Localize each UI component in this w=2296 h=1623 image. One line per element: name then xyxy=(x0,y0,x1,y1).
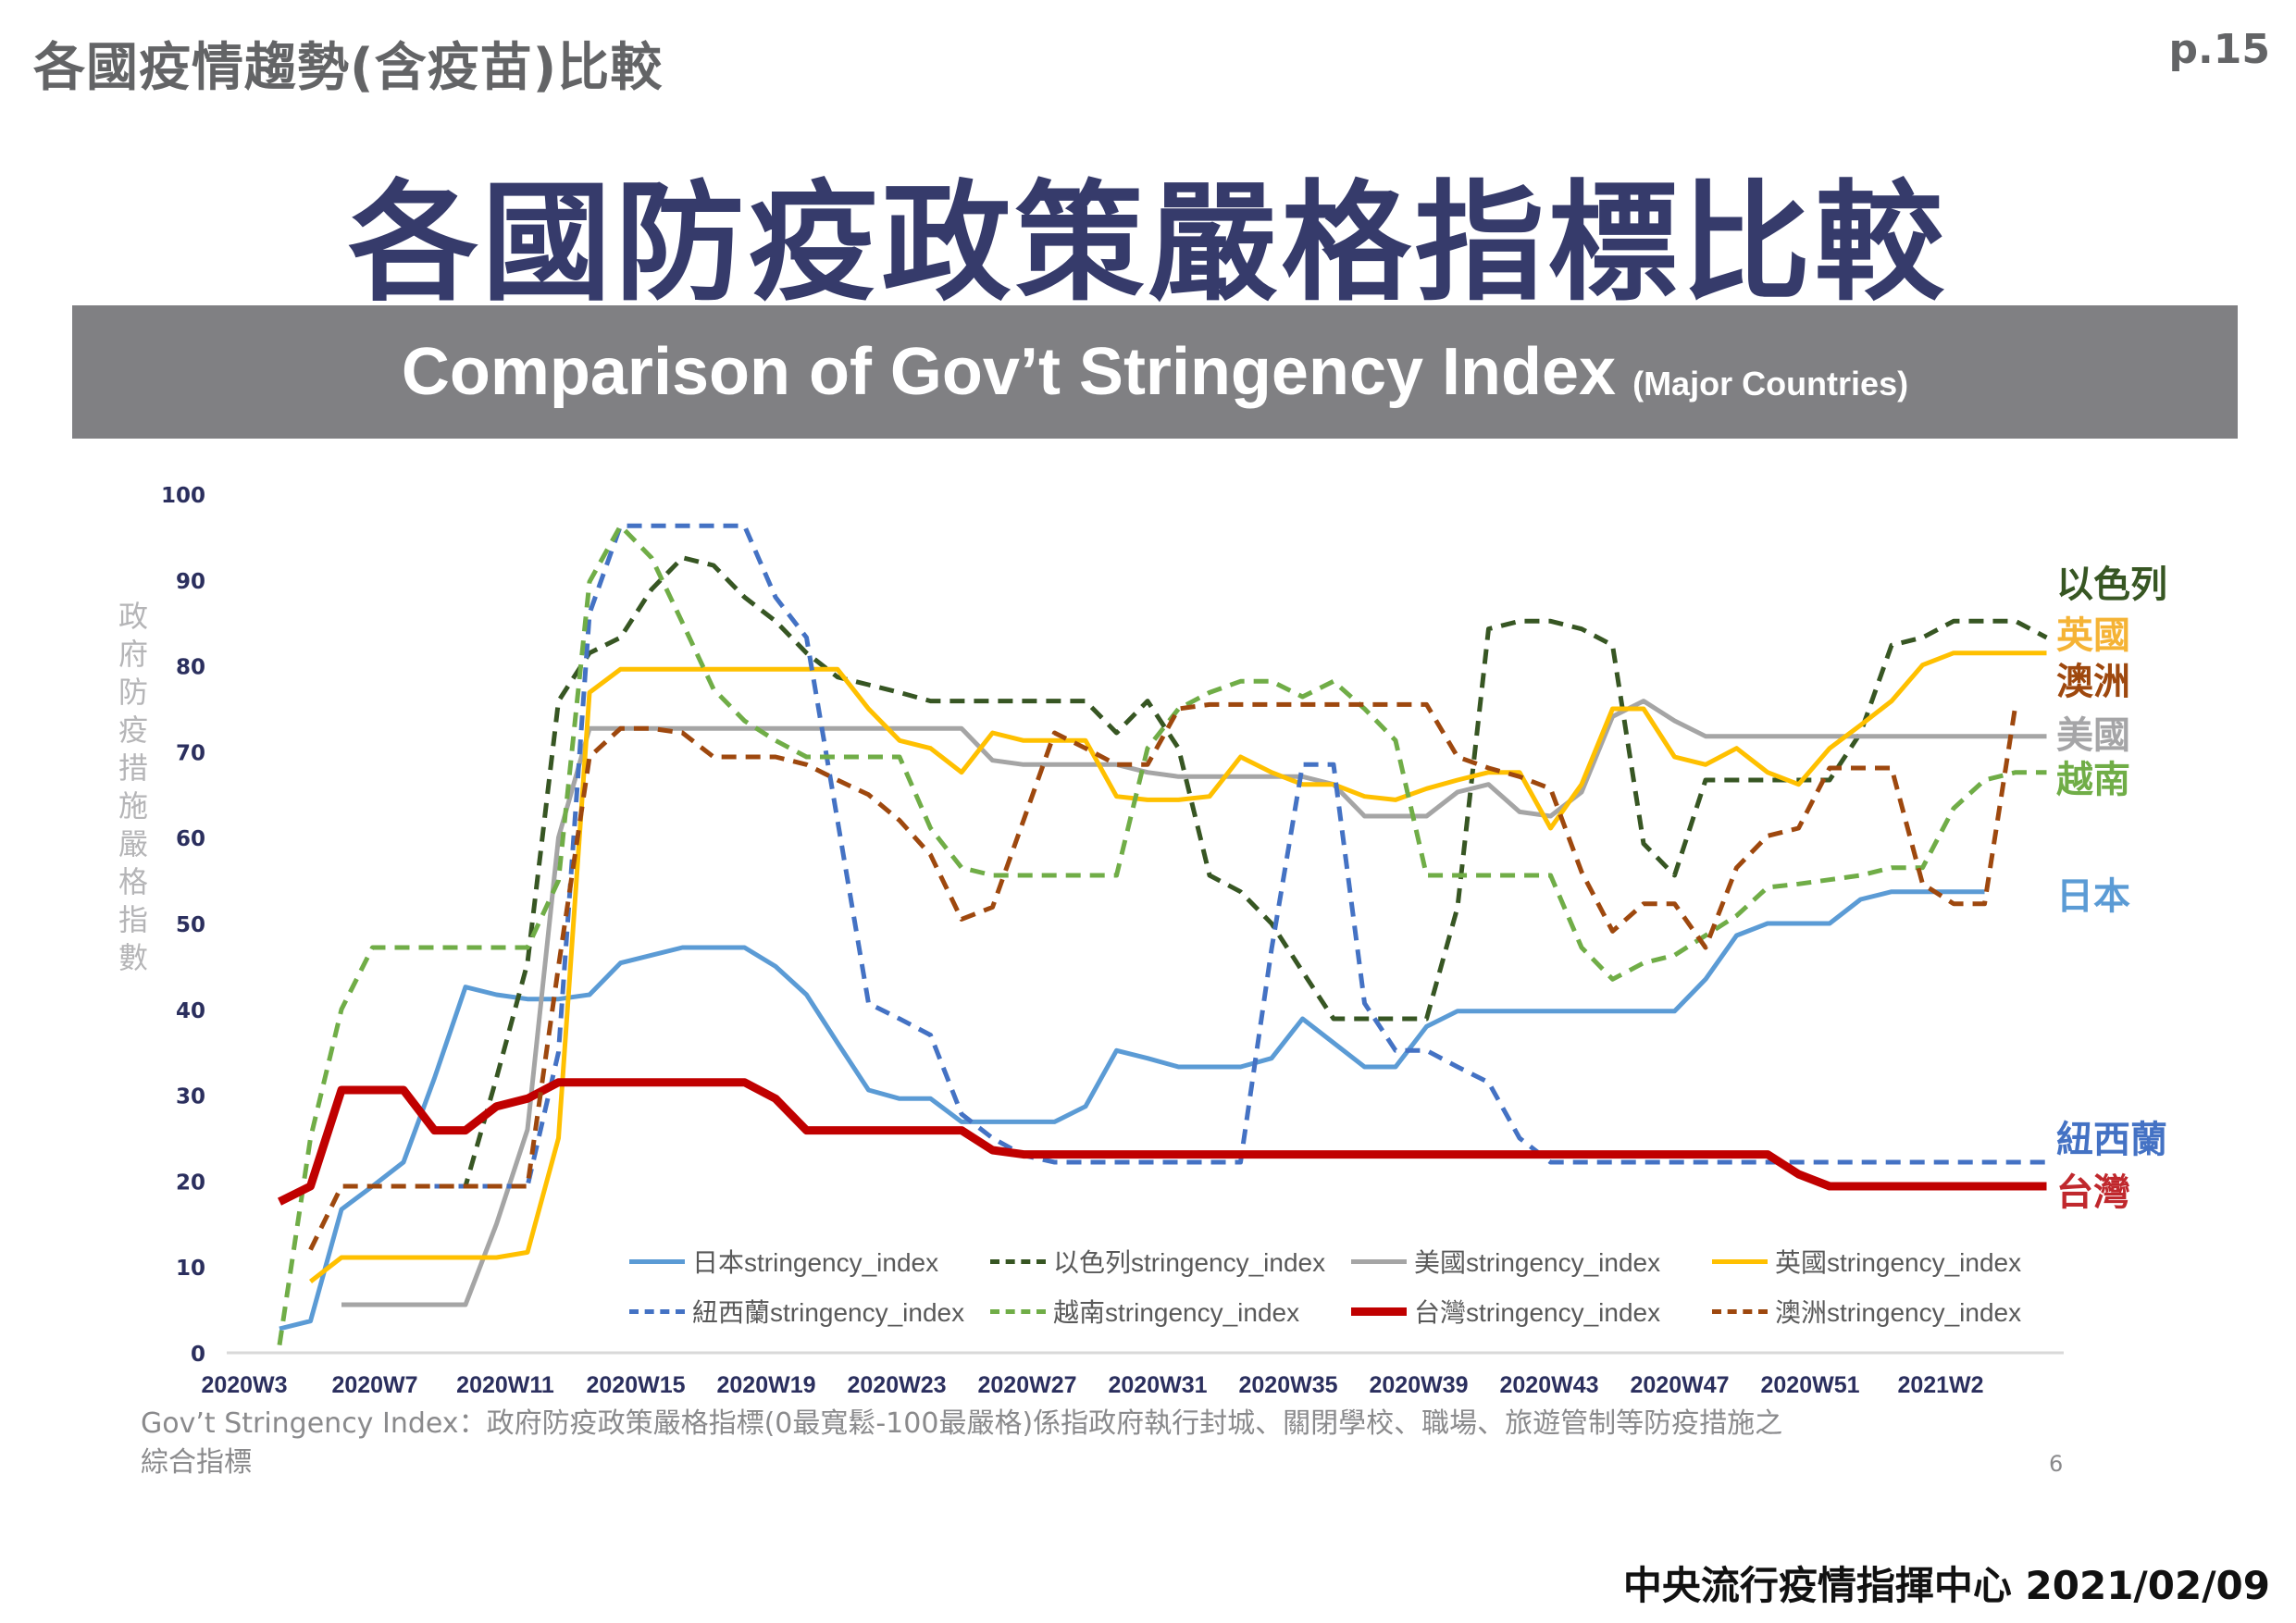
legend-label: 紐西蘭stringency_index xyxy=(692,1298,965,1327)
series-line-以色列 xyxy=(434,555,2048,1189)
x-tick-label: 2020W23 xyxy=(847,1372,946,1398)
country-label: 越南 xyxy=(2056,759,2130,801)
legend-swatch-icon xyxy=(990,1258,1046,1264)
chart-legend: 日本stringency_index 以色列stringency_index 美國s… xyxy=(629,1236,2073,1336)
legend-label: 台灣stringency_index xyxy=(1414,1298,1661,1327)
section-title: 各國疫情趨勢(含疫苗)比較 xyxy=(33,38,664,98)
x-tick-label: 2020W31 xyxy=(1108,1372,1207,1398)
x-tick-label: 2020W47 xyxy=(1630,1372,1729,1398)
legend-swatch-icon xyxy=(1712,1258,1768,1264)
legend-item: 以色列stringency_index xyxy=(990,1243,1351,1280)
series-line-越南 xyxy=(277,523,2047,1345)
y-axis-ticks: 0 10 20 30 40 50 60 70 80 90 100 xyxy=(161,484,205,1367)
y-tick-label: 60 xyxy=(176,827,205,851)
legend-swatch-icon xyxy=(1712,1308,1768,1314)
y-tick-label: 30 xyxy=(176,1085,205,1109)
legend-item: 台灣stringency_index xyxy=(1351,1293,1712,1330)
x-tick-label: 2020W43 xyxy=(1499,1372,1598,1398)
legend-swatch-icon xyxy=(1351,1307,1407,1316)
country-label: 紐西蘭 xyxy=(2056,1119,2167,1161)
footer-source-date: 中央流行疫情指揮中心 2021/02/09 xyxy=(1622,1563,2270,1608)
banner-title: Comparison of Gov’t Stringency Index xyxy=(401,335,1617,409)
x-axis-ticks: 2020W3 2020W7 2020W11 2020W15 2020W19 2020W23… xyxy=(201,1372,1983,1398)
x-tick-label: 2020W27 xyxy=(977,1372,1076,1398)
x-tick-label: 2021W2 xyxy=(1897,1372,1983,1398)
legend-swatch-icon xyxy=(1351,1258,1407,1264)
y-axis-title: 政府防疫措施嚴格指數 xyxy=(118,599,148,975)
legend-item: 日本stringency_index xyxy=(629,1243,990,1280)
y-tick-label: 70 xyxy=(176,741,205,765)
slide-number: 6 xyxy=(2049,1451,2064,1477)
y-tick-label: 50 xyxy=(176,913,205,937)
x-tick-label: 2020W51 xyxy=(1760,1372,1859,1398)
x-tick-label: 2020W7 xyxy=(331,1372,417,1398)
legend-swatch-icon xyxy=(990,1308,1046,1314)
country-label: 美國 xyxy=(2056,714,2130,757)
legend-label: 美國stringency_index xyxy=(1414,1248,1661,1277)
x-tick-label: 2020W39 xyxy=(1369,1372,1468,1398)
legend-label: 澳洲stringency_index xyxy=(1775,1298,2022,1327)
y-tick-label: 40 xyxy=(176,999,205,1023)
chart-title-banner: Comparison of Gov’t Stringency Index (Ma… xyxy=(72,305,2238,439)
y-tick-label: 20 xyxy=(176,1171,205,1195)
series-line-紐西蘭 xyxy=(434,523,2047,1189)
legend-item: 英國stringency_index xyxy=(1712,1243,2073,1280)
x-tick-label: 2020W15 xyxy=(586,1372,685,1398)
footnote: Gov’t Stringency Index：政府防疫政策嚴格指標(0最寬鬆-1… xyxy=(141,1405,1945,1482)
y-tick-label: 80 xyxy=(176,656,205,680)
banner-subtitle: (Major Countries) xyxy=(1632,365,1909,403)
footnote-line-1: Gov’t Stringency Index：政府防疫政策嚴格指標(0最寬鬆-1… xyxy=(141,1407,1783,1440)
footnote-line-2: 綜合指標 xyxy=(141,1446,252,1479)
y-tick-label: 10 xyxy=(176,1257,205,1281)
legend-swatch-icon xyxy=(629,1308,685,1314)
main-title: 各國防疫政策嚴格指標比較 xyxy=(348,168,1948,319)
series-line-美國 xyxy=(341,699,2047,1307)
legend-swatch-icon xyxy=(629,1258,685,1264)
country-label: 澳洲 xyxy=(2056,661,2130,703)
series-line-澳洲 xyxy=(308,701,2018,1251)
legend-item: 紐西蘭stringency_index xyxy=(629,1293,990,1330)
legend-item: 越南stringency_index xyxy=(990,1293,1351,1330)
series-line-台灣 xyxy=(277,1078,2047,1206)
legend-row: 紐西蘭stringency_index 越南stringency_index 台灣s… xyxy=(629,1286,2073,1336)
x-tick-label: 2020W35 xyxy=(1238,1372,1337,1398)
y-tick-label: 0 xyxy=(191,1343,205,1367)
series-line-英國 xyxy=(308,650,2047,1283)
series-lines xyxy=(277,523,2048,1345)
series-line-日本 xyxy=(279,889,1985,1332)
page-number: p.15 xyxy=(2168,26,2270,73)
x-tick-label: 2020W3 xyxy=(201,1372,287,1398)
x-tick-label: 2020W11 xyxy=(456,1372,554,1398)
legend-label: 日本stringency_index xyxy=(692,1248,939,1277)
y-tick-label: 90 xyxy=(176,570,205,594)
x-tick-label: 2020W19 xyxy=(716,1372,815,1398)
y-tick-label: 100 xyxy=(161,484,205,508)
country-label: 英國 xyxy=(2056,614,2130,657)
country-label: 台灣 xyxy=(2056,1171,2130,1214)
legend-item: 澳洲stringency_index xyxy=(1712,1293,2073,1330)
country-label: 日本 xyxy=(2056,875,2130,918)
country-label: 以色列 xyxy=(2056,564,2167,606)
legend-label: 越南stringency_index xyxy=(1053,1298,1300,1327)
legend-item: 美國stringency_index xyxy=(1351,1243,1712,1280)
legend-label: 以色列stringency_index xyxy=(1053,1248,1326,1277)
legend-row: 日本stringency_index 以色列stringency_index 美國s… xyxy=(629,1236,2073,1286)
legend-label: 英國stringency_index xyxy=(1775,1248,2022,1277)
